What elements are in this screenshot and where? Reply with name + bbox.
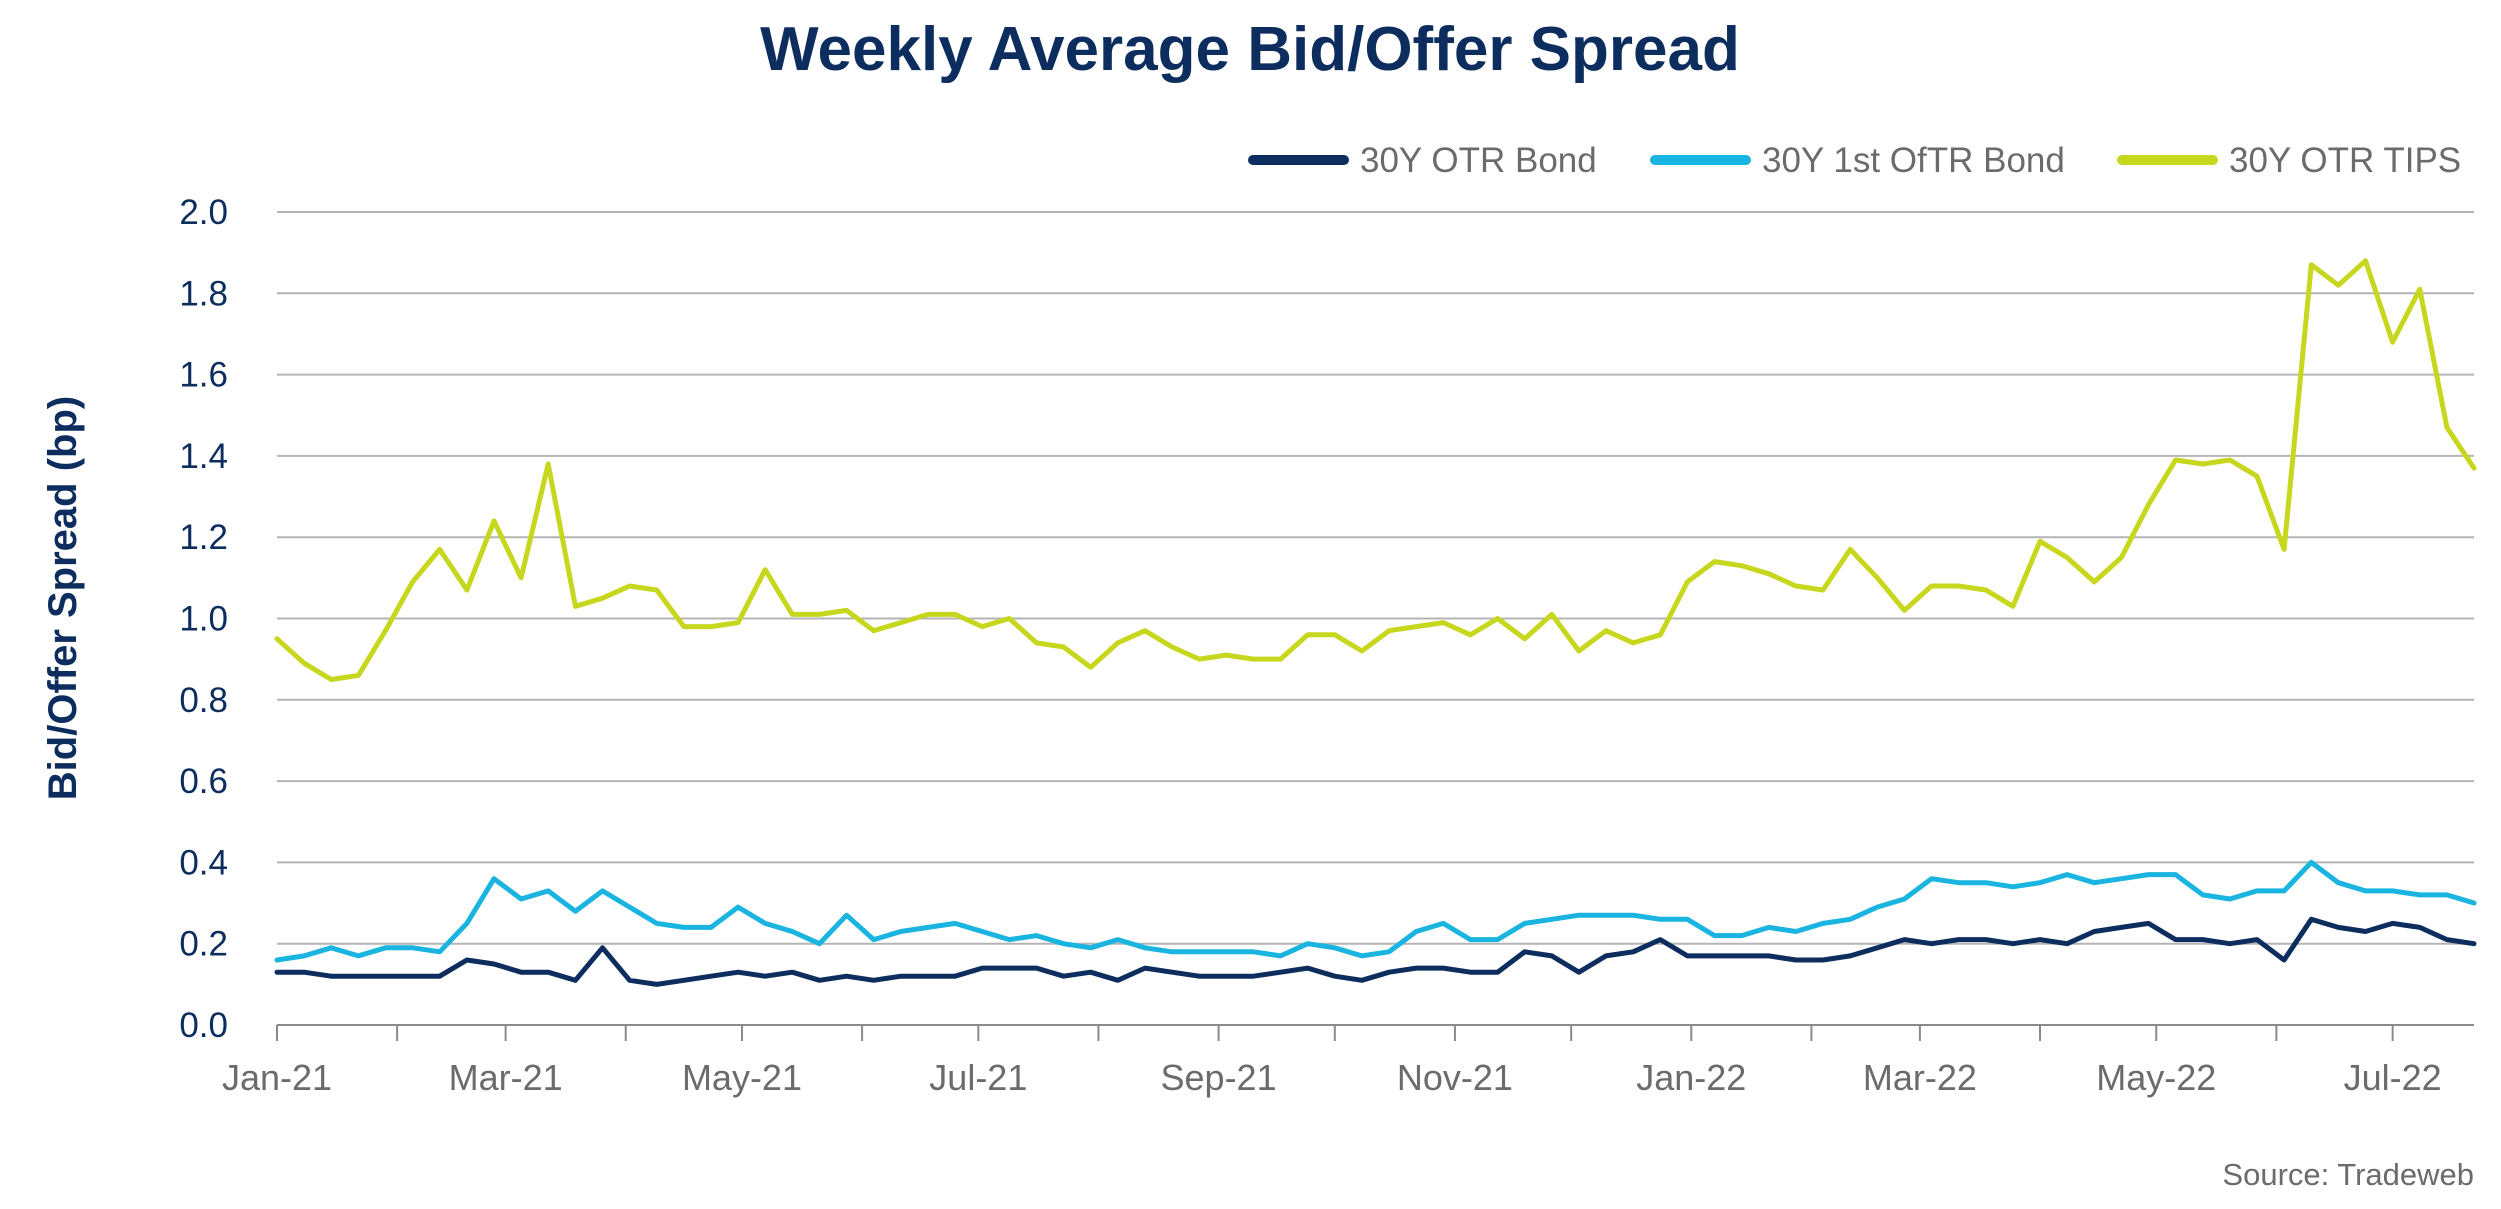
y-tick-label: 1.2 bbox=[179, 518, 228, 557]
x-axis: Jan-21 Mar-21 May-21 Jul-21 Sep-21 Nov-21 Jan-… bbox=[222, 1024, 2474, 1098]
series-lines bbox=[274, 258, 2477, 987]
y-tick-label: 1.0 bbox=[179, 600, 228, 639]
series-line-1 bbox=[274, 859, 2477, 963]
x-tick-label: Jul-22 bbox=[2344, 1057, 2442, 1098]
y-axis-ticks: 0.0 0.2 0.4 0.6 0.8 1.0 1.2 1.4 1.6 1.8 2.0 bbox=[179, 193, 228, 1045]
y-tick-label: 1.8 bbox=[179, 274, 228, 313]
x-tick-label: May-22 bbox=[2096, 1057, 2216, 1098]
x-tick-label: Nov-21 bbox=[1397, 1057, 1513, 1098]
y-tick-label: 0.0 bbox=[179, 1006, 228, 1045]
y-tick-label: 0.8 bbox=[179, 681, 228, 720]
x-tick-label: May-21 bbox=[682, 1057, 802, 1098]
legend-label: 30Y 1st OfTR Bond bbox=[1762, 141, 2065, 180]
legend-label: 30Y OTR Bond bbox=[1360, 141, 1597, 180]
legend-label: 30Y OTR TIPS bbox=[2229, 141, 2461, 180]
series-line-0 bbox=[274, 916, 2477, 987]
x-tick-label: Jul-21 bbox=[929, 1057, 1027, 1098]
chart-title: Weekly Average Bid/Offer Spread bbox=[760, 15, 1740, 84]
grid bbox=[277, 211, 2474, 1026]
x-tick-label: Jan-22 bbox=[1636, 1057, 1746, 1098]
legend: 30Y OTR Bond 30Y 1st OfTR Bond 30Y OTR TIP… bbox=[1248, 141, 2461, 180]
x-tick-label: Mar-22 bbox=[1863, 1057, 1977, 1098]
y-tick-label: 1.6 bbox=[179, 356, 228, 395]
y-tick-label: 1.4 bbox=[179, 437, 228, 476]
x-tick-label: Sep-21 bbox=[1161, 1057, 1277, 1098]
y-tick-label: 0.2 bbox=[179, 925, 228, 964]
y-axis-label: Bid/Offer Spread (bp) bbox=[41, 396, 85, 800]
x-tick-label: Mar-21 bbox=[449, 1057, 563, 1098]
y-tick-label: 0.6 bbox=[179, 762, 228, 801]
source-note: Source: Tradeweb bbox=[2222, 1157, 2474, 1192]
x-tick-label: Jan-21 bbox=[222, 1057, 332, 1098]
series-line-2 bbox=[274, 258, 2477, 682]
y-tick-label: 2.0 bbox=[179, 193, 228, 232]
y-tick-label: 0.4 bbox=[179, 843, 228, 882]
